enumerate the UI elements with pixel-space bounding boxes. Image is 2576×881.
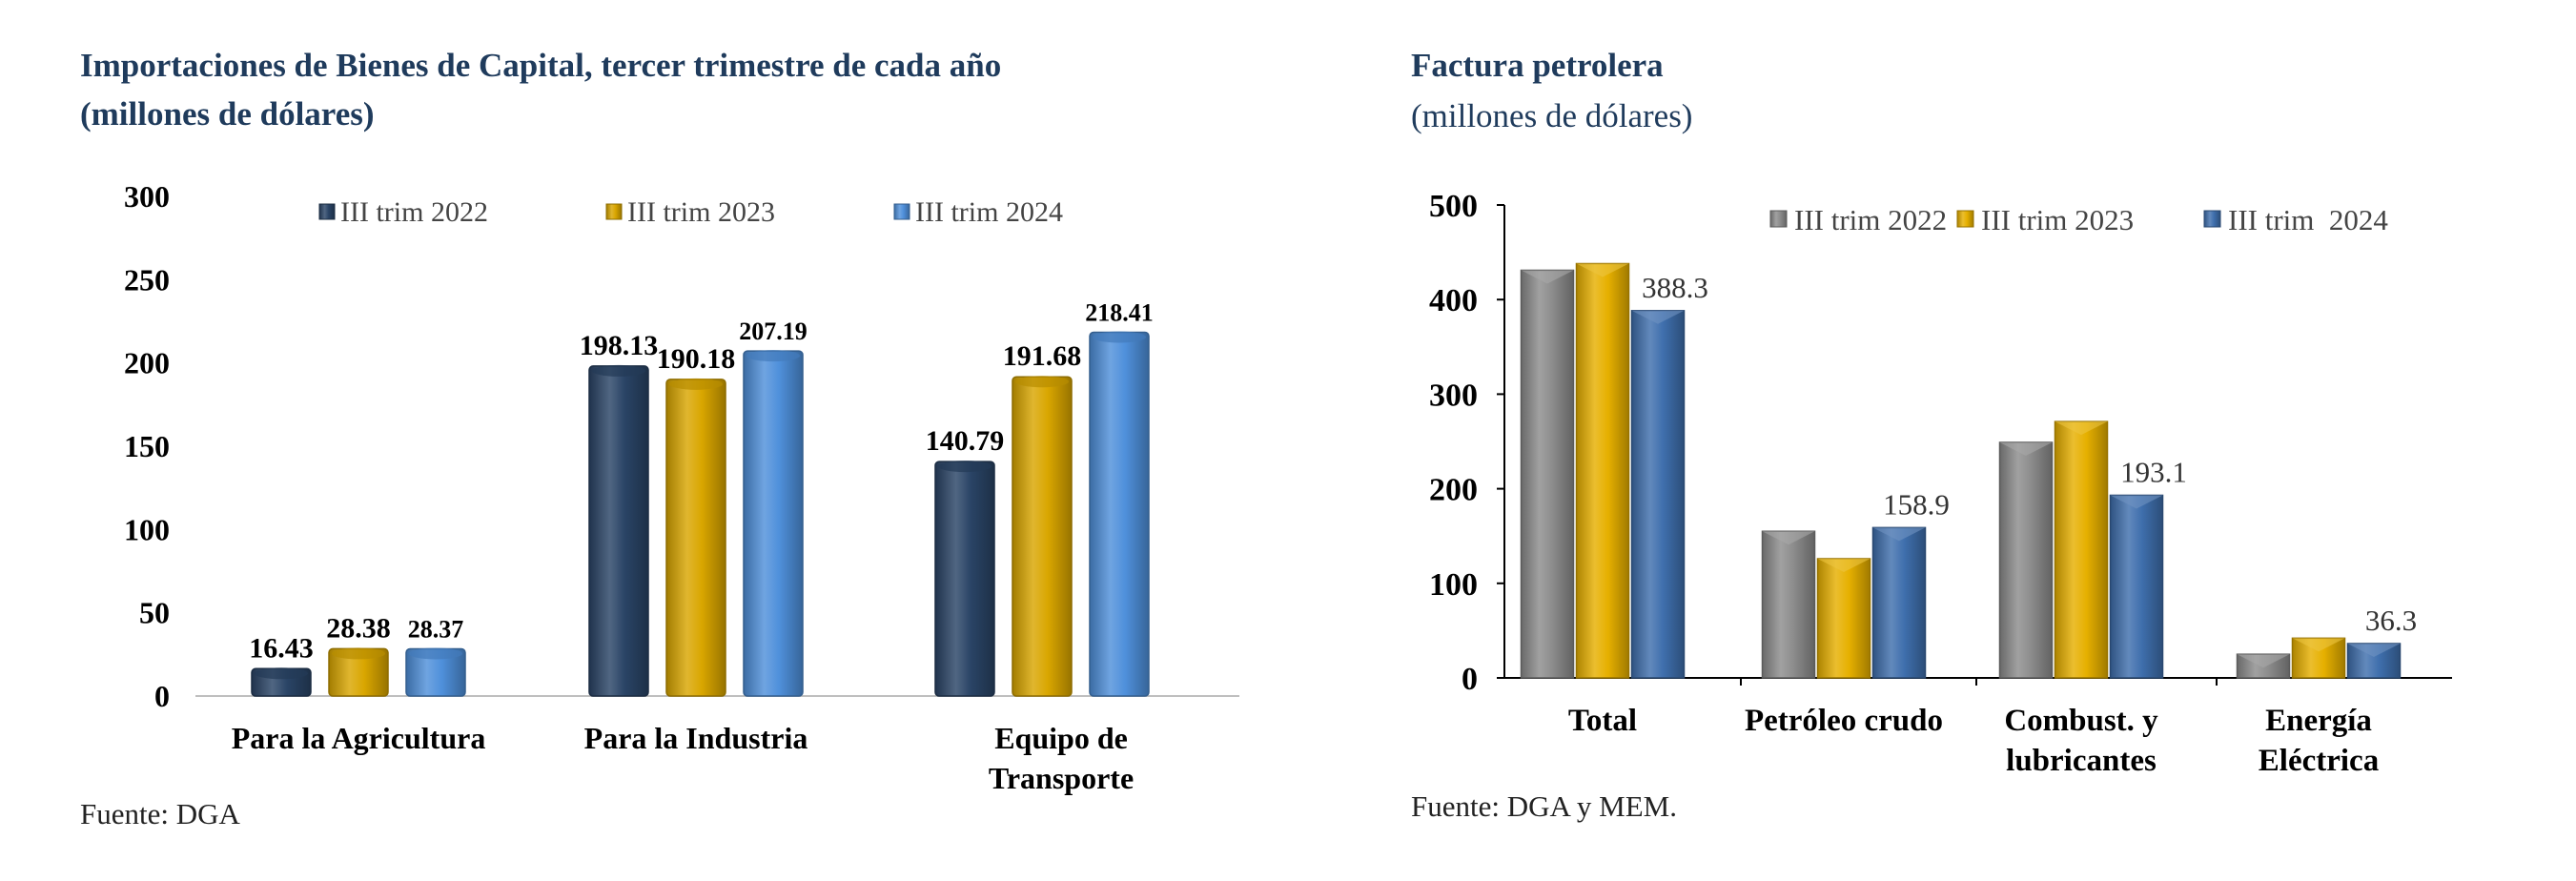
left-bar <box>665 379 726 697</box>
left-bar-top <box>332 647 385 660</box>
left-y-tick-label: 250 <box>124 262 170 297</box>
right-y-tick-label: 0 <box>1462 662 1478 697</box>
right-category-label: Total <box>1568 704 1637 738</box>
left-chart-svg: 0 50 100 150 200 250 300 16.43 198.13 140.79 28.38… <box>124 179 1239 795</box>
right-bar-top <box>2347 643 2401 657</box>
left-legend-swatch <box>893 203 910 220</box>
left-bar-top <box>592 364 645 377</box>
right-data-label: 388.3 <box>1642 271 1708 304</box>
right-data-label: 36.3 <box>2365 604 2417 637</box>
right-bar <box>1871 526 1927 679</box>
left-bar-top <box>1015 376 1069 388</box>
right-bar-top <box>2292 638 2345 652</box>
right-bar-top <box>1631 310 1685 324</box>
left-legend-label: III trim 2024 <box>915 196 1063 228</box>
left-category-label: Transporte <box>989 761 1134 795</box>
right-chart-source: Fuente: DGA y MEM. <box>1411 789 1677 823</box>
left-category-label: Para la Agricultura <box>232 721 486 755</box>
right-bar <box>1998 441 2054 679</box>
left-data-label: 28.37 <box>408 615 464 643</box>
right-y-tick-label: 400 <box>1429 283 1478 318</box>
left-chart-source: Fuente: DGA <box>80 797 240 830</box>
right-bar <box>1761 530 1816 679</box>
left-data-label: 190.18 <box>657 343 736 375</box>
left-y-tick-label: 150 <box>124 429 170 463</box>
right-chart-title: Factura petrolera <box>1411 47 1664 84</box>
right-legend-swatch <box>1769 210 1788 228</box>
left-bar-top <box>669 378 723 390</box>
right-y-tick-label: 100 <box>1429 567 1478 603</box>
right-bar <box>1520 269 1575 679</box>
right-category-label: Energía <box>2265 704 2372 738</box>
left-bar <box>934 461 995 697</box>
left-y-tick-label: 0 <box>154 679 170 713</box>
right-legend-label: III trim 2022 <box>1794 203 1947 236</box>
right-y-tick-label: 300 <box>1429 378 1478 413</box>
left-chart-title-line1: Importaciones de Bienes de Capital, terc… <box>80 47 1002 84</box>
right-bar-top <box>2055 421 2108 436</box>
right-chart-panel: Factura petrolera (millones de dólares) … <box>1287 0 2576 881</box>
left-data-label: 28.38 <box>326 612 391 644</box>
left-chart-title-line2: (millones de dólares) <box>80 95 375 133</box>
left-data-label: 207.19 <box>739 318 808 345</box>
left-y-tick-label: 100 <box>124 512 170 546</box>
left-bar-top <box>746 350 800 362</box>
left-bar <box>1012 376 1073 697</box>
left-legend-swatch <box>605 203 623 220</box>
left-bar-top <box>1093 331 1146 343</box>
left-data-label: 191.68 <box>1003 340 1082 372</box>
right-legend-swatch <box>1956 210 1974 228</box>
left-data-label: 218.41 <box>1085 299 1154 327</box>
left-y-tick-label: 200 <box>124 346 170 380</box>
right-data-label: 158.9 <box>1883 487 1950 521</box>
right-legend-label: III trim 2024 <box>2228 203 2388 236</box>
left-category-label: Equipo de <box>994 721 1128 755</box>
left-legend-label: III trim 2022 <box>340 196 488 228</box>
right-category-label: lubricantes <box>2006 744 2157 778</box>
left-data-label: 198.13 <box>580 330 659 361</box>
left-data-label: 140.79 <box>926 425 1005 457</box>
left-bar <box>588 365 649 697</box>
right-data-label: 193.1 <box>2120 455 2187 488</box>
left-bar-top <box>255 667 308 680</box>
left-bar-top <box>938 461 992 473</box>
right-bar <box>1630 310 1686 679</box>
right-bar-top <box>1576 263 1629 277</box>
left-category-label: Para la Industria <box>584 721 808 755</box>
right-y-tick-label: 200 <box>1429 473 1478 508</box>
right-y-tick-label: 500 <box>1429 189 1478 224</box>
right-bar <box>2109 494 2164 679</box>
right-bar-top <box>1817 559 1871 573</box>
right-legend-swatch <box>2203 210 2221 228</box>
right-bar <box>1575 262 1630 679</box>
left-y-tick-label: 50 <box>139 596 170 630</box>
left-y-tick-label: 300 <box>124 179 170 214</box>
left-bar-top <box>409 647 462 660</box>
left-chart-panel: Importaciones de Bienes de Capital, terc… <box>0 0 1287 881</box>
right-category-label: Petróleo crudo <box>1745 704 1943 738</box>
left-legend-label: III trim 2023 <box>627 196 775 228</box>
right-bar-top <box>1872 527 1926 542</box>
right-bar-top <box>1762 531 1815 545</box>
right-bar-top <box>1521 270 1574 284</box>
left-data-label: 16.43 <box>249 632 314 664</box>
right-category-label: Eléctrica <box>2259 744 2379 778</box>
right-bar <box>1816 558 1871 679</box>
left-bar <box>1089 331 1150 697</box>
right-category-label: Combust. y <box>2004 704 2158 738</box>
right-chart-subtitle: (millones de dólares) <box>1411 97 1693 134</box>
right-bar <box>2054 420 2109 679</box>
right-legend-label: III trim 2023 <box>1981 203 2134 236</box>
right-bar-top <box>2237 654 2290 668</box>
right-bar-top <box>2110 495 2163 509</box>
left-legend-swatch <box>318 203 336 220</box>
right-bar-top <box>1999 441 2053 456</box>
right-chart-svg: 0 100 200 300 400 500 388.3 158.9 193.1 36.3 Total… <box>1429 189 2452 778</box>
left-bar <box>743 350 804 697</box>
